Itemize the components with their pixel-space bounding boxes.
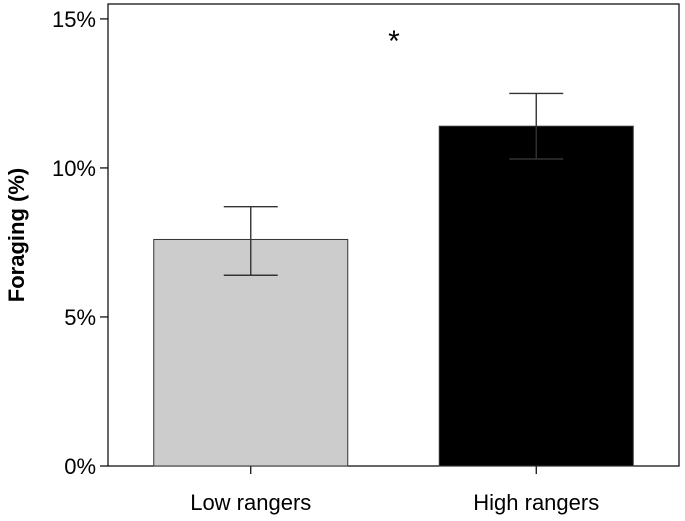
error-bars xyxy=(223,92,564,276)
bars xyxy=(153,125,634,467)
significance-asterisk: * xyxy=(388,25,400,58)
error-bar-0 xyxy=(223,205,278,276)
bar-1 xyxy=(438,125,634,467)
plot-frame xyxy=(107,3,680,467)
y-axis-title: Foraging (%) xyxy=(4,168,29,302)
y-tick-label-3: 15% xyxy=(52,7,96,32)
category-label-1: High rangers xyxy=(473,490,599,515)
y-axis: 0% 5% 10% 15% xyxy=(52,7,108,479)
y-tick-label-0: 0% xyxy=(64,454,96,479)
category-label-0: Low rangers xyxy=(190,490,311,515)
x-axis: Low rangers High rangers xyxy=(190,466,599,515)
y-tick-label-1: 5% xyxy=(64,305,96,330)
error-bar-1 xyxy=(509,92,564,160)
y-tick-label-2: 10% xyxy=(52,156,96,181)
